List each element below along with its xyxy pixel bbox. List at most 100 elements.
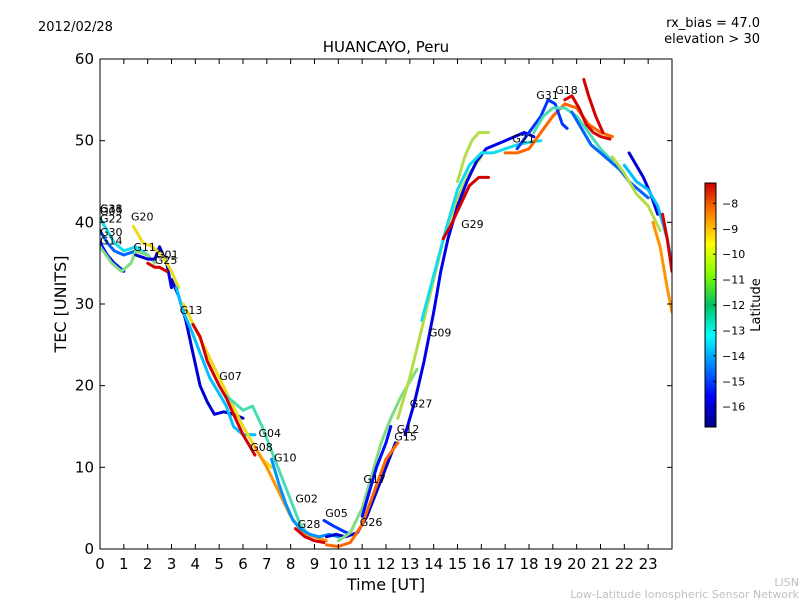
satellite-label: G31 [536, 89, 559, 102]
x-axis: 0 1 2 3 4 5 6 7 8 9 10 11 12 13 14 15 16 17 18 19 20 21 22 23 [95, 59, 658, 573]
date-label: 2012/02/28 [38, 20, 113, 35]
x-tick-label: 1 [119, 555, 129, 573]
x-tick-label: 16 [472, 555, 491, 573]
x-tick-label: 19 [543, 555, 562, 573]
series-g18b [582, 77, 605, 134]
x-tick-label: 14 [424, 555, 443, 573]
satellite-label: G09 [429, 327, 452, 340]
series-g02 [270, 457, 340, 539]
series-g29c [441, 175, 490, 241]
y-axis: 0 10 20 30 40 50 60 [75, 50, 672, 558]
colorbar-ticks: −16 −15 −14 −13 −12 −11 −10 −9 −8 [713, 197, 745, 414]
series-g20 [131, 224, 181, 290]
series-g25 [146, 261, 169, 273]
colorbar-tick-label: −9 [722, 223, 738, 236]
satellite-label: G09 [100, 205, 123, 218]
series-g31 [515, 98, 569, 151]
series-g13b [174, 286, 257, 437]
x-tick-label: 10 [329, 555, 348, 573]
satellite-label: G20 [131, 211, 154, 224]
colorbar-label: Latitude [749, 278, 764, 332]
satellite-label: G25 [155, 254, 178, 267]
rx-bias-annotation: rx_bias = 47.0 [666, 16, 760, 31]
colorbar-tick-label: −16 [722, 401, 745, 414]
series-g18g [651, 220, 672, 314]
x-tick-label: 4 [191, 555, 201, 573]
x-tick-label: 8 [286, 555, 296, 573]
x-tick-label: 12 [376, 555, 395, 573]
series-g13 [170, 278, 245, 420]
y-tick-label: 40 [75, 213, 94, 231]
footer-lisn: LISN [774, 576, 799, 589]
satellite-label: G17 [363, 473, 386, 486]
colorbar-tick-label: −11 [722, 274, 745, 287]
y-tick-label: 50 [75, 132, 94, 150]
chart-title: HUANCAYO, Peru [323, 38, 449, 56]
y-tick-label: 60 [75, 50, 94, 68]
colorbar-tick-label: −12 [722, 299, 745, 312]
satellite-label: G15 [394, 430, 417, 443]
x-tick-label: 9 [310, 555, 320, 573]
x-tick-label: 0 [95, 555, 105, 573]
series-g04 [222, 392, 312, 539]
series-g09 [403, 131, 536, 437]
satellite-label: G08 [250, 441, 273, 454]
series-g08 [191, 322, 257, 457]
satellite-label: G22 [100, 212, 123, 225]
y-tick-label: 10 [75, 458, 94, 476]
colorbar-tick-label: −10 [722, 248, 745, 261]
x-tick-label: 20 [567, 555, 586, 573]
y-tick-label: 30 [75, 295, 94, 313]
satellite-label: G02 [295, 492, 318, 505]
series-g18c [570, 110, 650, 200]
colorbar-tick-label: −14 [722, 350, 745, 363]
x-tick-label: 6 [238, 555, 248, 573]
satellite-label: G31 [100, 203, 123, 216]
series-g11 [100, 245, 157, 273]
satellite-label: G07 [219, 370, 242, 383]
x-tick-label: 17 [496, 555, 515, 573]
x-tick-label: 2 [143, 555, 153, 573]
satellite-label: G28 [298, 518, 321, 531]
satellite-label: G26 [360, 516, 383, 529]
y-tick-label: 20 [75, 377, 94, 395]
series-g27 [396, 155, 483, 420]
series-layer [100, 77, 672, 548]
series-g18f [622, 163, 672, 265]
x-tick-label: 7 [262, 555, 272, 573]
series-g05 [322, 518, 352, 536]
elevation-annotation: elevation > 30 [664, 32, 760, 47]
satellite-label: G10 [274, 452, 297, 465]
x-tick-label: 23 [639, 555, 658, 573]
series-g18 [563, 94, 612, 141]
x-tick-label: 18 [519, 555, 538, 573]
x-tick-label: 11 [353, 555, 372, 573]
satellite-label: G27 [410, 398, 433, 411]
satellite-label: G01 [156, 248, 179, 261]
x-axis-label: Time [UT] [346, 575, 425, 594]
satellite-label: G11 [133, 241, 156, 254]
colorbar-tick-label: −15 [722, 375, 745, 388]
satellite-label: G29 [461, 218, 484, 231]
satellite-label: G12 [397, 423, 420, 436]
satellite-label: G30 [100, 226, 123, 239]
satellite-label: G05 [325, 507, 348, 520]
x-tick-label: 3 [167, 555, 177, 573]
colorbar-tick-label: −8 [722, 197, 738, 210]
satellite-label: G14 [100, 234, 123, 247]
x-tick-label: 13 [400, 555, 419, 573]
satellite-labels: G18G31G09G22G30G14G20G11G01G25G13G07G04G… [100, 84, 578, 531]
series-g17 [324, 441, 400, 548]
series-g18h [661, 212, 672, 273]
colorbar-tick-label: −13 [722, 324, 745, 337]
satellite-label: G21 [512, 132, 535, 145]
satellite-label: G18 [100, 203, 123, 216]
series-g18d [610, 155, 662, 232]
x-tick-label: 21 [591, 555, 610, 573]
satellite-label: G04 [259, 427, 282, 440]
x-tick-label: 22 [615, 555, 634, 573]
series-g29b [456, 131, 490, 183]
footer-network: Low-Latitude Ionospheric Sensor Network [570, 588, 799, 600]
y-tick-label: 0 [84, 540, 94, 558]
